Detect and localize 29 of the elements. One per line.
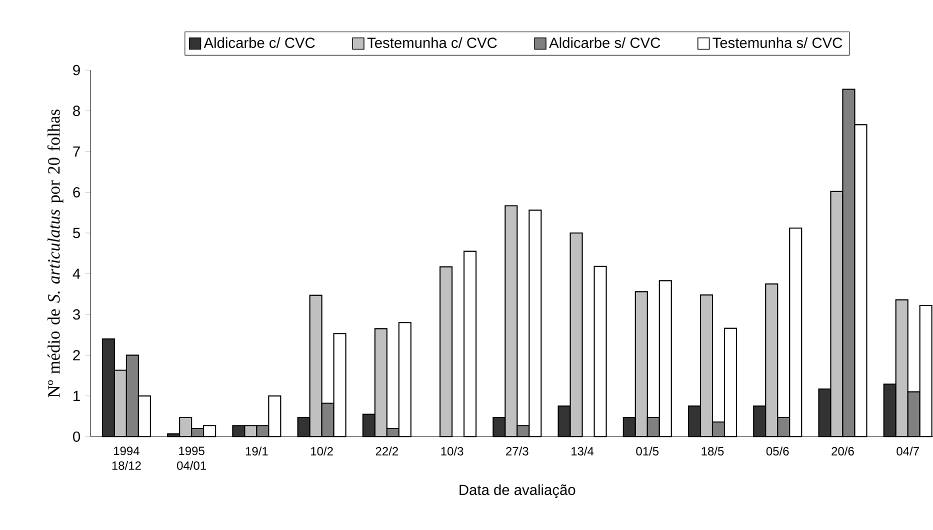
y-axis-title: Nº médio de S. articulatus por 20 folhas — [47, 110, 64, 398]
y-tick-label: 9 — [73, 64, 80, 76]
x-axis-title: Data de avaliação — [460, 484, 576, 498]
legend-label: Aldicarbe s/ CVC — [549, 37, 660, 48]
x-tick-label: 10/2 — [311, 446, 333, 456]
x-tick-label: 22/2 — [376, 446, 398, 456]
y-tick-label: 4 — [72, 268, 80, 279]
y-tick-label: 7 — [73, 146, 80, 157]
x-tick-label: 27/3 — [506, 446, 528, 456]
x-tick-label: 13/4 — [572, 446, 594, 456]
legend-label: Testemunha s/ CVC — [712, 37, 842, 48]
x-tick-label: 19/1 — [246, 446, 268, 456]
x-tick-label: 01/5 — [636, 446, 659, 456]
x-tick-label: 10/3 — [441, 446, 464, 456]
x-tick-label: 1995 04/01 — [177, 446, 206, 470]
y-tick-label: 3 — [73, 309, 80, 320]
y-tick-label: 5 — [73, 228, 80, 238]
x-tick-label: 18/5 — [702, 446, 724, 456]
x-tick-label: 04/7 — [896, 446, 919, 456]
y-tick-label: 1 — [74, 390, 80, 401]
y-tick-label: 8 — [73, 106, 80, 116]
legend-label: Aldicarbe c/ CVC — [204, 37, 315, 48]
legend-label: Testemunha c/ CVC — [367, 37, 497, 48]
y-tick-label: 6 — [73, 187, 80, 198]
y-tick-label: 2 — [73, 350, 80, 360]
x-tick-label: 1994 18/12 — [112, 446, 141, 470]
x-tick-label: 05/6 — [766, 446, 789, 456]
x-tick-label: 20/6 — [832, 446, 854, 456]
y-tick-label: 0 — [73, 431, 80, 442]
